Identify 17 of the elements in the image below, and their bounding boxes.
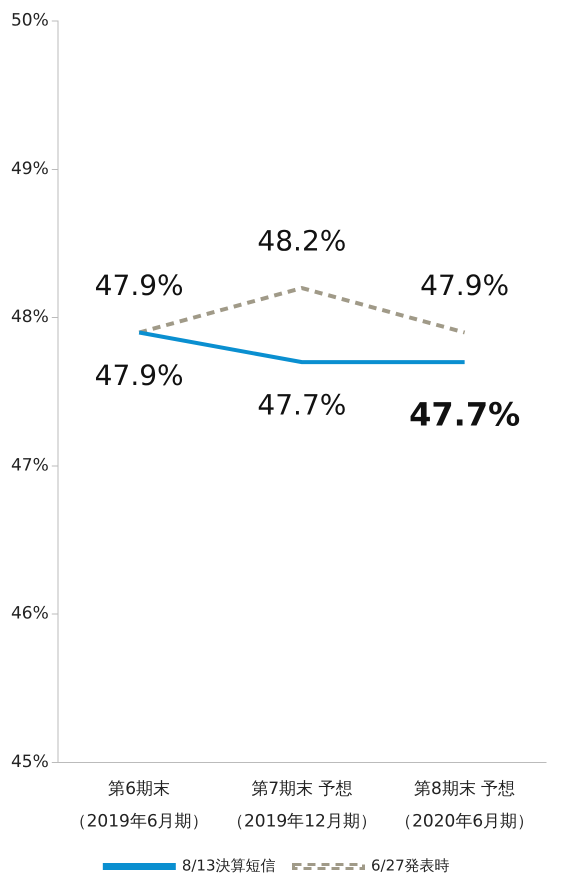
x-tick-label: 第8期末 予想（2020年6月期） xyxy=(395,778,534,832)
data-label: 47.9% xyxy=(420,268,510,302)
y-tick-label: 49% xyxy=(10,158,49,179)
x-tick-label: 第6期末（2019年6月期） xyxy=(70,778,209,832)
data-label: 47.9% xyxy=(94,358,184,392)
y-tick-label: 45% xyxy=(10,752,49,772)
y-tick-label: 47% xyxy=(10,455,49,476)
data-label: 47.7% xyxy=(409,395,520,434)
y-tick-label: 46% xyxy=(10,604,49,624)
data-label: 47.9% xyxy=(94,268,184,302)
legend-label: 8/13決算短信 xyxy=(182,856,276,874)
x-tick-label: 第7期末 予想（2019年12月期） xyxy=(226,778,377,832)
data-label: 47.7% xyxy=(257,388,346,422)
data-label: 48.2% xyxy=(257,224,346,258)
y-tick-label: 48% xyxy=(10,307,49,328)
y-tick-label: 50% xyxy=(10,10,49,31)
legend-label: 6/27発表時 xyxy=(371,856,450,874)
